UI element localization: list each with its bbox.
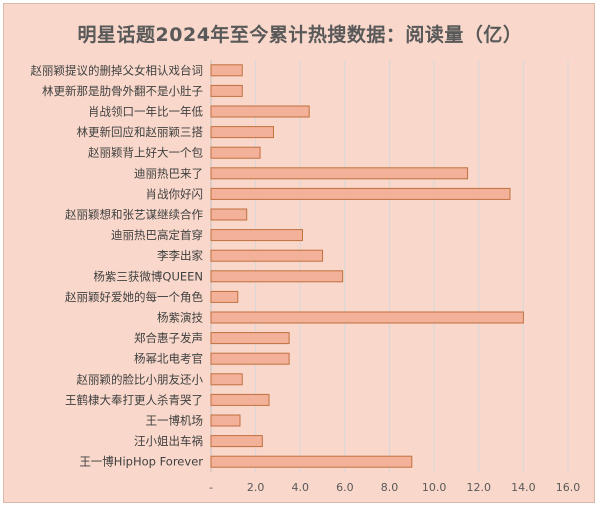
x-tick-label: 12.0 [467, 481, 492, 494]
chart-frame: 明星话题2024年至今累计热搜数据：阅读量（亿） [3, 3, 595, 503]
bar [210, 126, 274, 139]
x-tick-label: 16.0 [556, 481, 581, 494]
category-label: 赵丽颖好爱她的每一个角色 [65, 290, 203, 304]
category-label: 王鹤棣大奉打更人杀青哭了 [65, 393, 203, 407]
category-label: 郑合惠子发声 [134, 331, 203, 345]
category-label: 肖战领口一年比一年低 [88, 105, 203, 119]
bar [210, 167, 469, 180]
category-label: 杨紫演技 [157, 311, 203, 325]
bar [210, 270, 344, 283]
bar [210, 352, 290, 365]
category-label: 杨幂北电考官 [134, 352, 203, 366]
category-label: 肖战你好闪 [146, 187, 204, 201]
bar [210, 393, 270, 406]
bar [210, 332, 290, 345]
category-label: 林更新那是肋骨外翻不是小肚子 [42, 84, 203, 98]
category-label: 赵丽颖想和张艺谋继续合作 [65, 208, 203, 222]
category-label: 迪丽热巴来了 [134, 166, 203, 180]
bar [210, 64, 243, 77]
x-tick-label: 4.0 [292, 481, 310, 494]
chart-title: 明星话题2024年至今累计热搜数据：阅读量（亿） [77, 24, 523, 46]
bar [210, 105, 310, 118]
x-tick-label: 8.0 [381, 481, 399, 494]
category-label: 赵丽颖的脸比小朋友还小 [77, 372, 204, 386]
bar [210, 373, 243, 386]
category-label: 杨紫三获微博QUEEN [93, 269, 203, 283]
x-tick-label: 2.0 [247, 481, 265, 494]
category-label: 迪丽热巴高定首穿 [111, 228, 203, 242]
bar [210, 311, 524, 324]
bar [210, 84, 243, 97]
x-tick-label: 10.0 [422, 481, 447, 494]
bar [210, 249, 324, 262]
bar [210, 290, 239, 303]
bar [210, 146, 261, 159]
bar [210, 187, 511, 200]
category-label: 赵丽颖提议的删掉父女相认戏台词 [31, 63, 204, 77]
category-label: 汪小姐出车祸 [134, 434, 203, 448]
category-label: 赵丽颖背上好大一个包 [88, 146, 203, 160]
bar [210, 435, 263, 448]
x-tick-label: 14.0 [511, 481, 536, 494]
bar [210, 455, 413, 468]
bar [210, 229, 303, 242]
category-label: 王一博HipHop Forever [79, 455, 203, 469]
bar [210, 208, 248, 221]
category-label: 王一博机场 [146, 414, 204, 428]
bar [210, 414, 241, 427]
category-label: 林更新回应和赵丽颖三搭 [77, 125, 204, 139]
category-label: 李李出家 [157, 249, 203, 263]
x-tick-label: 6.0 [336, 481, 354, 494]
x-tick-label: - [209, 481, 213, 494]
